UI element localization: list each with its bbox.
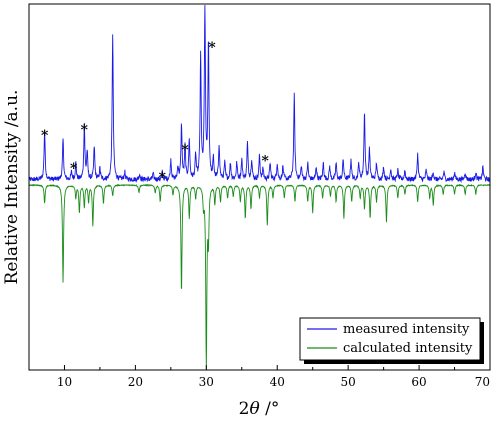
series-line-measured-intensity xyxy=(28,4,491,184)
x-tick-label: 40 xyxy=(270,375,285,389)
x-tick-label: 30 xyxy=(199,375,214,389)
x-axis-label-unit: /° xyxy=(260,399,280,419)
x-tick-label: 50 xyxy=(341,375,356,389)
x-tick-label: 20 xyxy=(128,375,143,389)
annotation-star: * xyxy=(159,170,167,186)
x-axis-label-number: 2 xyxy=(239,399,250,419)
x-tick-label: 60 xyxy=(411,375,426,389)
series-line-calculated-intensity xyxy=(28,183,491,370)
plot-frame xyxy=(28,3,491,371)
x-axis-label-variable: θ xyxy=(249,399,259,419)
legend-box xyxy=(299,317,481,361)
legend-label-calculated: calculated intensity xyxy=(343,341,473,356)
annotation-star: * xyxy=(262,154,270,170)
x-tick-label: 70 xyxy=(475,375,490,389)
annotation-star: * xyxy=(208,40,216,56)
annotation-star: * xyxy=(70,161,78,177)
x-tick-label: 10 xyxy=(57,375,72,389)
y-axis-label: Relative Intensity /a.u. xyxy=(2,90,22,285)
plot-area: * * * * * * * xyxy=(28,4,491,370)
legend-label-measured: measured intensity xyxy=(343,322,470,337)
annotation-star: * xyxy=(81,122,89,138)
annotation-star: * xyxy=(181,143,189,159)
x-axis-label: 2θ /° xyxy=(239,399,280,419)
x-axis-ticks: 10 20 30 40 50 60 70 xyxy=(28,365,491,389)
annotation-star: * xyxy=(41,128,49,144)
legend: measured intensity calculated intensity xyxy=(299,317,484,364)
